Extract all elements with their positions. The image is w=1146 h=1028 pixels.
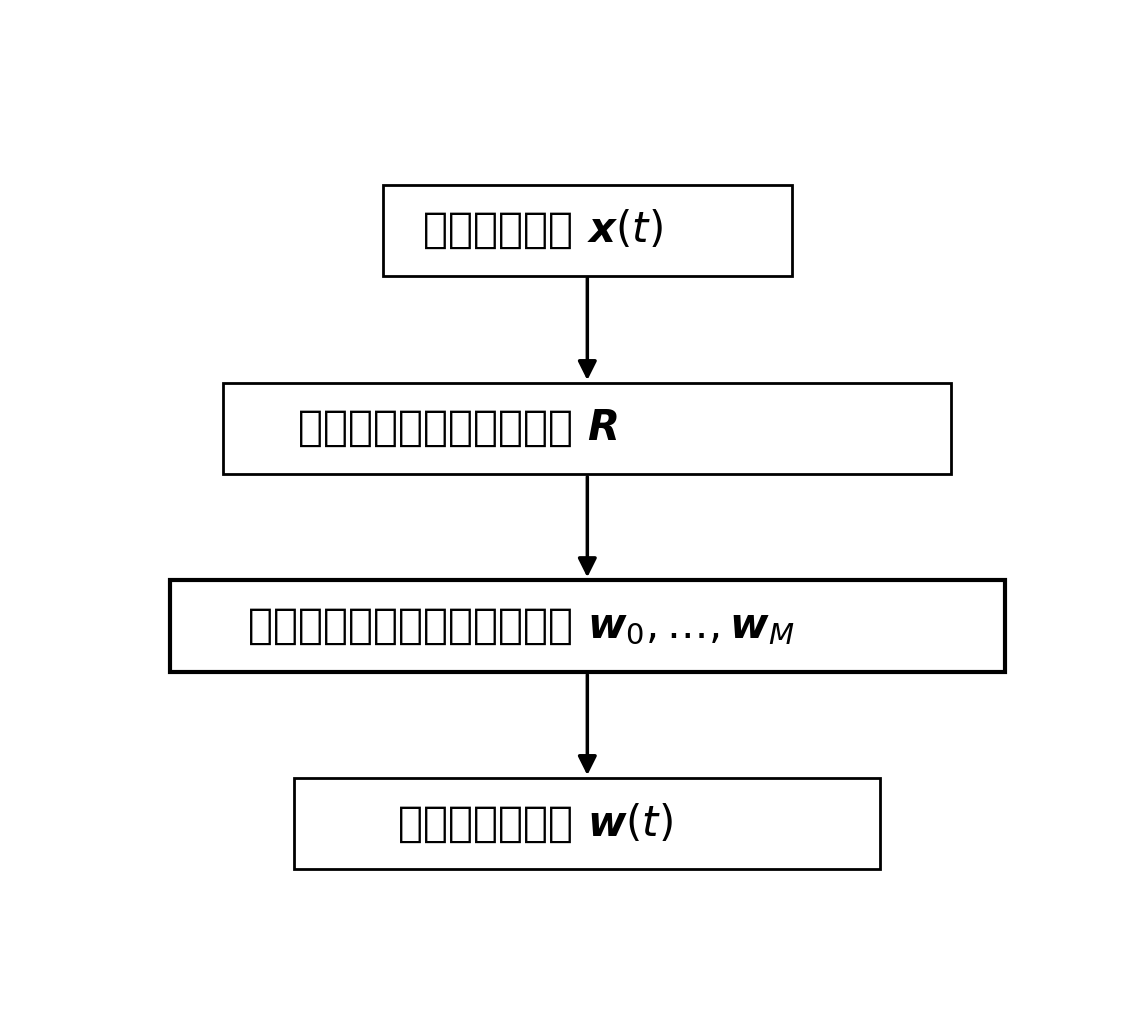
Bar bbox=[170, 581, 1005, 671]
Text: $\boldsymbol{R}$: $\boldsymbol{R}$ bbox=[588, 407, 618, 449]
Bar bbox=[383, 185, 792, 276]
Text: 求解阵列权矢量: 求解阵列权矢量 bbox=[398, 803, 588, 845]
Text: 有限快拍估计协方差矩阵: 有限快拍估计协方差矩阵 bbox=[298, 407, 588, 449]
Text: 阵列接收信号: 阵列接收信号 bbox=[423, 210, 588, 251]
Text: 波达方向估计和子权矢量求解: 波达方向估计和子权矢量求解 bbox=[248, 605, 588, 647]
Bar bbox=[223, 382, 951, 474]
Text: $\boldsymbol{w}(t)$: $\boldsymbol{w}(t)$ bbox=[588, 803, 673, 845]
Bar bbox=[295, 778, 880, 870]
Text: $\boldsymbol{w}_0,\ldots,\boldsymbol{w}_M$: $\boldsymbol{w}_0,\ldots,\boldsymbol{w}_… bbox=[588, 605, 795, 647]
Text: $\boldsymbol{x}(t)$: $\boldsymbol{x}(t)$ bbox=[588, 210, 664, 251]
